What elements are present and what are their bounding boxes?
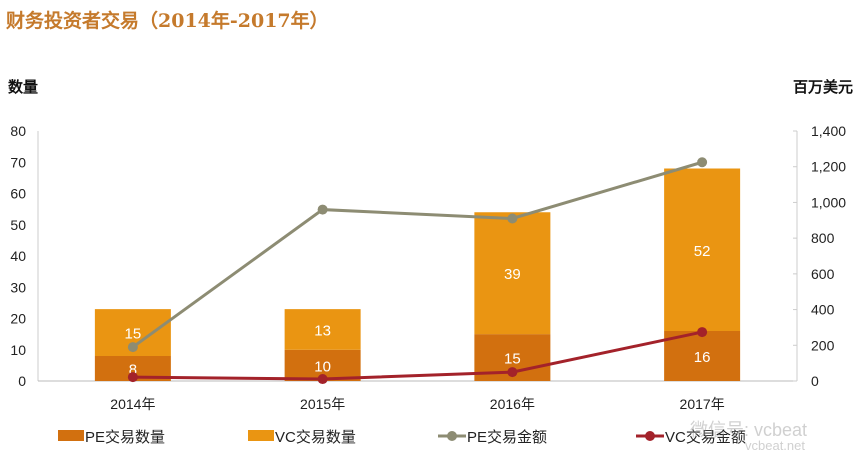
line-pe [131,160,703,349]
right-tick-label: 1,200 [811,159,846,175]
left-tick-label: 40 [10,248,26,264]
right-tick-label: 400 [811,302,835,318]
left-tick-label: 10 [10,342,26,358]
left-tick-label: 0 [18,373,26,389]
legend-label: PE交易金额 [467,428,547,446]
left-axis-title: 数量 [8,79,39,96]
bar-data-label: 16 [694,349,711,366]
line-point [697,157,708,168]
bar-data-label: 39 [504,266,521,283]
right-tick-label: 800 [811,230,835,246]
watermark-wechat: 微信号: vcbeat [690,420,808,440]
line-point [127,372,138,383]
line-vc [132,330,703,381]
right-tick-label: 1,000 [811,194,846,210]
legend-marker [447,431,457,441]
line-point [317,374,328,385]
legend-label: VC交易数量 [275,428,356,446]
bar-pe [664,331,741,381]
right-tick-label: 0 [811,373,819,389]
x-tick-label: 2016年 [490,396,535,412]
left-tick-label: 30 [10,279,26,295]
left-tick-label: 60 [10,186,26,202]
line-point [127,342,138,353]
right-axis-title: 百万美元 [792,79,853,96]
right-tick-label: 200 [811,337,835,353]
x-tick-label: 2017年 [680,396,725,412]
line-point [507,367,518,378]
left-tick-label: 20 [10,311,26,327]
bar-data-label: 13 [314,322,331,339]
bar-data-label: 15 [504,351,521,368]
left-tick-label: 50 [10,217,26,233]
legend-label: PE交易数量 [85,428,165,446]
bar-data-label: 52 [694,243,711,260]
chart-title: 财务投资者交易（2014年-2017年） [6,10,329,32]
line-point [697,327,708,338]
watermark-url: vcbeat.net [745,438,805,453]
bar-data-label: 8 [129,362,137,379]
bar-vc [474,212,551,335]
left-tick-label: 80 [10,123,26,139]
legend-label: VC交易金额 [665,428,746,446]
right-tick-label: 600 [811,266,835,282]
x-tick-label: 2014年 [110,396,155,412]
line-point [507,213,518,224]
legend-marker [645,431,655,441]
legend-swatch [248,430,274,441]
legend-swatch [58,430,84,441]
line-point [317,204,328,215]
left-tick-label: 70 [10,154,26,170]
bar-vc [284,309,361,350]
right-tick-label: 1,400 [811,123,846,139]
bar-data-label: 15 [125,326,142,343]
bar-vc [664,168,741,331]
x-tick-label: 2015年 [300,396,345,412]
bar-data-label: 10 [314,358,331,375]
